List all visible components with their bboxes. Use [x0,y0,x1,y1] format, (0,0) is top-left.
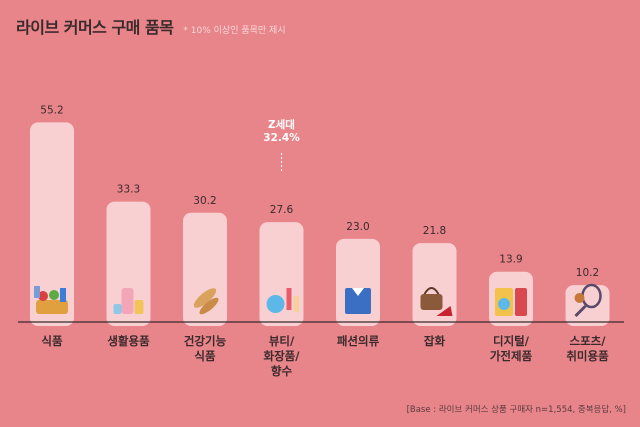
washer-door [498,298,510,310]
annotation-label: Z세대 [268,118,295,131]
bottle [60,288,66,302]
food-basket-icon [34,286,68,314]
sports-racket-icon [574,283,602,318]
handbag-heels-icon [420,287,453,316]
basket-body [36,300,68,314]
carton [34,286,40,298]
handbag [420,294,443,310]
chart-subtitle: * 10% 이상인 품목만 제시 [183,26,286,36]
bar-group [30,122,74,326]
capsule-2 [199,297,219,315]
bar-group [183,212,227,326]
racket-handle [574,304,587,318]
category-label: 잡화 [424,334,446,348]
category-label: 취미용품 [566,349,609,363]
data-label: 27.6 [270,204,294,216]
data-label: 13.9 [499,254,522,266]
greens [49,290,59,300]
handle [423,287,440,295]
fridge [515,288,527,316]
category-label: 향수 [271,364,293,378]
capsule-1 [193,288,217,308]
tomato [38,291,48,301]
category-label: 가전제품 [490,349,533,363]
data-label: 23.0 [346,221,369,233]
collar [352,288,364,296]
annotation-value: 32.4% [263,132,300,144]
category-label: 패션의류 [337,334,380,348]
compact [266,295,285,313]
cosmetics-icon [266,288,300,313]
category-label: 건강기능 [184,334,227,348]
supplement-capsules-icon [193,288,219,315]
bottle-tall [121,288,134,314]
data-label: 30.2 [193,195,216,207]
bar [30,122,74,326]
category-label: 디지털/ [493,334,530,348]
category-label: 식품 [41,334,63,348]
shirt [345,288,371,314]
bar-group [489,271,533,326]
category-label: 스포츠/ [570,334,607,348]
data-label: 10.2 [576,267,599,279]
brush [293,296,300,312]
folded-shirt-icon [345,288,371,314]
data-label: 33.3 [117,184,140,196]
data-label: 21.8 [423,225,446,237]
category-label: 식품 [194,349,216,363]
bar [106,201,151,326]
category-label: 뷰티/ [269,334,295,348]
bar-group [336,238,380,326]
bar-group [565,283,610,326]
bar-group [412,243,457,326]
category-label: 생활용품 [107,334,150,348]
bar-group [106,201,151,326]
bottle-small [134,300,144,314]
base-footnote: [Base : 라이브 커머스 상품 구매자 n=1,554, 중복응답, %] [406,405,626,415]
appliance-icon [495,288,527,316]
category-label: 화장품/ [264,349,301,363]
lipstick [286,288,292,310]
ball [574,293,585,303]
household-bottles-icon [113,288,144,314]
jar [113,304,122,314]
title-row: 라이브 커머스 구매 품목 * 10% 이상인 품목만 제시 [16,14,286,38]
bar-group [259,222,304,326]
data-label: 55.2 [40,104,63,116]
heel [436,306,453,316]
chart-title: 라이브 커머스 구매 품목 [16,18,174,37]
bar [183,212,227,326]
